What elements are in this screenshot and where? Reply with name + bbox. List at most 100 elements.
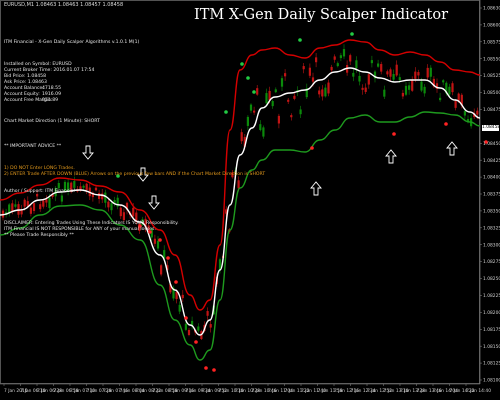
candle-body [411, 80, 414, 91]
candle-body [178, 304, 181, 312]
candle-body [398, 77, 401, 81]
free-margin-label: Account Free Margin: [4, 98, 53, 103]
time-tick-label: 7 Jan 2016 [4, 388, 28, 394]
candle-body [147, 225, 150, 232]
time-tick-label: 7 Jan 12:34 [351, 388, 376, 394]
candle-body [119, 207, 122, 217]
candle-body [274, 89, 277, 93]
candle-body [107, 201, 110, 208]
up-arrow-icon [446, 141, 458, 156]
time-tick-label: 7 Jan 09:16 [169, 388, 194, 394]
candle-body [268, 90, 271, 101]
candle-body [284, 73, 287, 77]
price-tick-label: 1.08250 [483, 276, 500, 282]
candle-body [82, 185, 85, 188]
candle-body [14, 204, 17, 207]
candle-body [23, 199, 26, 207]
candle-body [426, 67, 429, 78]
candle-body [94, 187, 98, 191]
down-signal-dot [138, 224, 142, 228]
candle-body [339, 55, 342, 59]
time-tick-label: 7 Jan 06:28 [37, 388, 62, 394]
time-tick-label: 7 Jan 06:58 [54, 388, 79, 394]
candle-body [342, 49, 346, 57]
candle-body [29, 207, 32, 214]
price-tick-label: 1.08350 [483, 209, 500, 215]
candle-body [305, 88, 308, 98]
candle-body [302, 66, 305, 70]
price-tick-label: 1.08425 [483, 158, 500, 164]
candle-body [249, 104, 253, 111]
candle-body [26, 201, 29, 207]
time-tick-label: 7 Jan 07:28 [87, 388, 112, 394]
disclaimer-3: ** Please Trade Responsibly ** [4, 233, 74, 238]
symbol-header: EURUSD,M1 1.08463 1.08463 1.08457 1.0845… [4, 2, 124, 8]
candle-body [135, 212, 138, 223]
candle-body [293, 95, 296, 99]
candle-body [79, 186, 82, 191]
price-tick-label: 1.08525 [483, 73, 500, 79]
down-signal-dot [148, 230, 152, 234]
candle-body [206, 311, 209, 316]
up-arrow-icon [310, 181, 322, 196]
disclaimer-2: ITM Financial IS NOT RESPONSIBLE for ANY… [4, 227, 156, 232]
candle-body [104, 192, 107, 203]
price-tick-label: 1.08475 [483, 107, 500, 113]
candle-body [476, 110, 479, 115]
time-tick-label: 7 Jan 10:10 [219, 388, 244, 394]
candle-body [156, 240, 160, 249]
time-tick-label: 7 Jan 06:10 [21, 388, 46, 394]
account-equity: Account Equity: 1916.09 [4, 92, 61, 98]
candle-body [20, 209, 23, 215]
candle-body [327, 82, 330, 94]
candle-body [163, 250, 166, 259]
candle-body [324, 87, 327, 97]
candle-body [191, 320, 194, 326]
time-tick-label: 7 Jan 10:28 [235, 388, 260, 394]
candle-body [432, 78, 435, 87]
candle-body [290, 115, 293, 118]
price-tick-label: 1.08300 [483, 242, 500, 248]
candle-body [246, 116, 249, 126]
candle-body [442, 80, 445, 83]
candle-body [144, 218, 147, 228]
time-tick-label: 7 Jan 12:16 [334, 388, 359, 394]
price-tick-label: 1.08175 [483, 327, 500, 333]
time-tick-label: 7 Jan 11:22 [285, 388, 310, 394]
market-direction: Chart Market Direction (1 Minute): SHORT [4, 119, 100, 124]
installed-symbol: Installed on Symbol: EURUSD [4, 62, 72, 67]
candle-body [417, 72, 420, 76]
candle-body [352, 72, 355, 77]
price-tick-label: 1.08150 [483, 344, 500, 350]
candle-body [181, 294, 184, 299]
candle-body [330, 66, 333, 71]
down-signal-dot [166, 256, 170, 260]
candle-body [132, 207, 135, 217]
candle-body [36, 194, 39, 197]
price-tick-label: 1.08375 [483, 192, 500, 198]
candle-body [280, 78, 284, 87]
candle-body [160, 265, 163, 275]
candle-body [377, 63, 380, 67]
candle-body [218, 259, 222, 270]
candle-body [57, 182, 60, 189]
down-signal-dot [204, 366, 208, 370]
time-tick-label: 7 Jan 13:46 [417, 388, 442, 394]
price-tick-label: 1.08100 [483, 378, 500, 384]
middle-line [0, 67, 481, 336]
plot-frame [0, 0, 480, 384]
time-tick-label: 7 Jan 10:46 [252, 388, 277, 394]
candle-body [110, 203, 113, 211]
time-tick-label: 7 Jan 11:04 [268, 388, 293, 394]
candle-body [361, 87, 364, 90]
candle-body [8, 204, 11, 214]
candle-body [169, 283, 172, 293]
candle-body [318, 90, 321, 95]
time-tick-label: 7 Jan 08:22 [136, 388, 161, 394]
time-tick-label: 7 Jan 11:40 [301, 388, 326, 394]
account-balance-value: 4718.55 [42, 86, 61, 91]
account-equity-label: Account Equity: [4, 92, 40, 97]
down-arrow-icon [148, 195, 160, 210]
candle-body [299, 109, 302, 115]
